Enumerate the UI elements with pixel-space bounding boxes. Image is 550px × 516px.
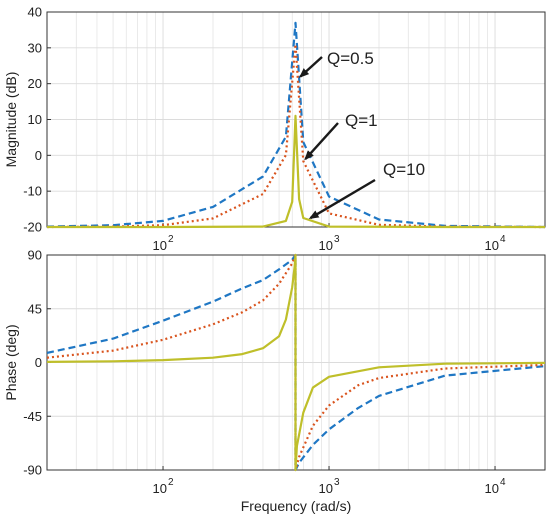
annotation-arrow — [299, 56, 323, 78]
y-axis-label: Phase (deg) — [3, 324, 19, 400]
x-tick-exponent: 2 — [168, 477, 174, 488]
y-tick-label: 90 — [28, 248, 42, 263]
annotation-label: Q=10 — [383, 160, 425, 179]
y-tick-label: -45 — [23, 409, 42, 424]
x-tick-exponent: 4 — [500, 234, 506, 245]
y-tick-label: 10 — [28, 112, 42, 127]
annotation-label: Q=1 — [345, 111, 378, 130]
y-tick-label: 20 — [28, 76, 42, 91]
series-line-q1 — [47, 43, 545, 229]
x-tick-label: 10 — [319, 238, 333, 253]
x-tick-exponent: 3 — [334, 234, 340, 245]
x-tick-label: 10 — [485, 238, 499, 253]
series-group — [47, 21, 545, 229]
x-tick-label: 10 — [319, 481, 333, 496]
y-axis-label: Magnitude (dB) — [3, 72, 19, 168]
x-axis-label: Frequency (rad/s) — [241, 498, 351, 514]
series-line-q10 — [47, 253, 545, 472]
y-tick-label: 40 — [28, 5, 42, 20]
series-line-q05 — [47, 21, 545, 229]
y-tick-label: 0 — [35, 355, 42, 370]
y-tick-label: -90 — [23, 463, 42, 478]
x-tick-label: 10 — [485, 481, 499, 496]
y-tick-label: -20 — [23, 220, 42, 235]
series-line-q10 — [47, 114, 545, 229]
y-tick-label: 0 — [35, 148, 42, 163]
annotation-label: Q=0.5 — [327, 49, 374, 68]
series-group — [47, 253, 545, 472]
x-tick-label: 10 — [153, 481, 167, 496]
y-tick-label: 45 — [28, 301, 42, 316]
x-tick-exponent: 4 — [500, 477, 506, 488]
y-tick-label: 30 — [28, 40, 42, 55]
annotation-arrow — [304, 122, 339, 161]
x-tick-label: 10 — [153, 238, 167, 253]
x-tick-exponent: 3 — [334, 477, 340, 488]
y-tick-label: -10 — [23, 184, 42, 199]
annotation-arrow — [308, 178, 376, 220]
x-tick-exponent: 2 — [168, 234, 174, 245]
